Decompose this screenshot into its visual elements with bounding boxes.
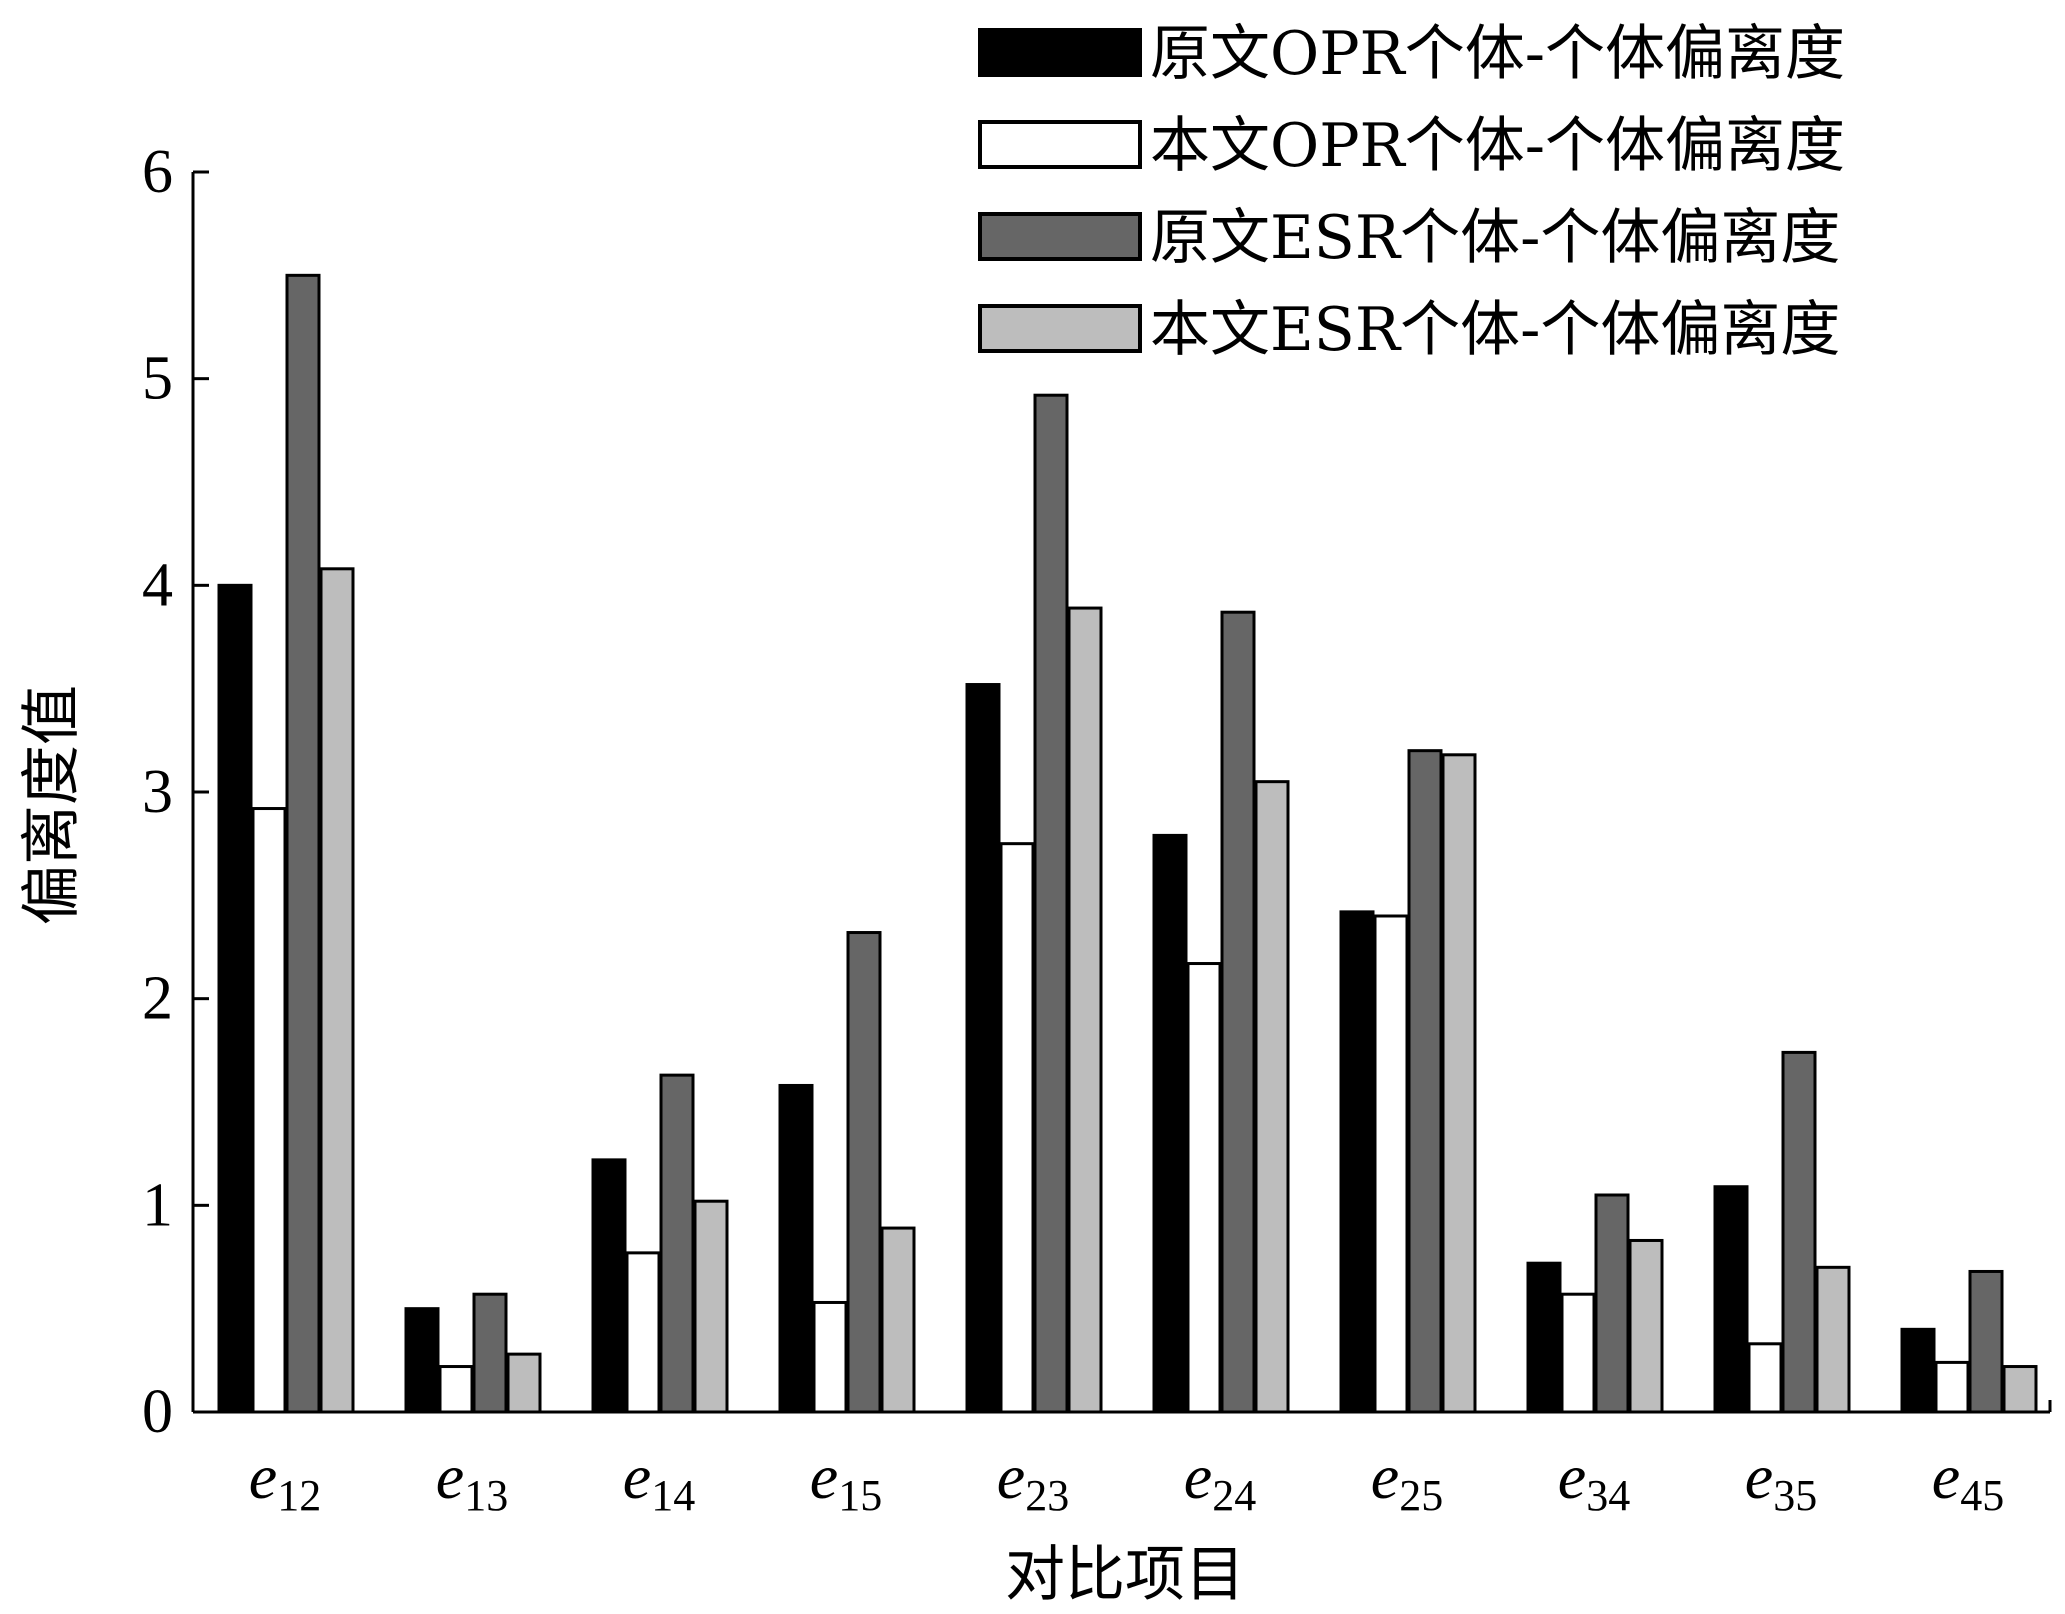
legend-swatch-2 bbox=[978, 120, 1142, 169]
bar-s4-e45 bbox=[2002, 1365, 2038, 1414]
bar-s4-e25 bbox=[1441, 753, 1477, 1414]
bar-s4-e35 bbox=[1815, 1265, 1851, 1414]
bar-s2-e12 bbox=[251, 807, 287, 1414]
y-tick-label: 1 bbox=[142, 1171, 173, 1239]
y-tick-label: 2 bbox=[142, 965, 173, 1033]
bar-s2-e15 bbox=[812, 1300, 848, 1414]
bar-s4-e14 bbox=[693, 1199, 729, 1414]
bar-s1-e14 bbox=[591, 1158, 627, 1414]
bar-s1-e15 bbox=[778, 1083, 814, 1414]
bar-s3-e14 bbox=[659, 1073, 695, 1414]
bar-s2-e13 bbox=[438, 1365, 474, 1414]
bar-s3-e13 bbox=[472, 1292, 508, 1414]
x-tick-label: e12 bbox=[249, 1441, 321, 1520]
bar-s1-e45 bbox=[1900, 1327, 1936, 1414]
legend: 原文OPR个体-个体偏离度本文OPR个体-个体偏离度原文ESR个体-个体偏离度本… bbox=[978, 19, 1845, 365]
y-tick-label: 0 bbox=[142, 1378, 173, 1446]
bar-s4-e12 bbox=[319, 567, 355, 1414]
y-tick-label: 6 bbox=[142, 138, 173, 206]
x-tick-label: e13 bbox=[436, 1441, 508, 1520]
y-axis-title: 偏离度值 bbox=[17, 685, 87, 925]
legend-swatch-1 bbox=[978, 28, 1142, 77]
legend-label-3: 原文ESR个体-个体偏离度 bbox=[1150, 203, 1840, 273]
legend-swatch-4 bbox=[978, 304, 1142, 353]
legend-label-4: 本文ESR个体-个体偏离度 bbox=[1150, 295, 1840, 365]
legend-swatch-3 bbox=[978, 212, 1142, 261]
bar-s4-e23 bbox=[1067, 606, 1103, 1414]
bar-s3-e12 bbox=[285, 273, 321, 1414]
bar-s2-e25 bbox=[1373, 914, 1409, 1414]
bar-s1-e13 bbox=[404, 1307, 440, 1414]
bar-s1-e12 bbox=[217, 583, 253, 1414]
bar-s2-e45 bbox=[1934, 1360, 1970, 1414]
x-axis-title: 对比项目 bbox=[1005, 1540, 1245, 1610]
x-tick-label: e14 bbox=[623, 1441, 695, 1520]
bar-s2-e23 bbox=[999, 842, 1035, 1414]
y-tick-label: 3 bbox=[142, 758, 173, 826]
bar-s3-e34 bbox=[1594, 1193, 1630, 1414]
bar-s1-e34 bbox=[1526, 1261, 1562, 1414]
bar-s1-e25 bbox=[1339, 910, 1375, 1414]
bar-s2-e34 bbox=[1560, 1292, 1596, 1414]
x-tick-label: e45 bbox=[1932, 1441, 2004, 1520]
bar-s4-e34 bbox=[1628, 1238, 1664, 1414]
x-tick-label: e34 bbox=[1558, 1441, 1630, 1520]
bar-s3-e23 bbox=[1033, 393, 1069, 1414]
bar-s1-e23 bbox=[965, 683, 1001, 1414]
bar-s4-e13 bbox=[506, 1352, 542, 1414]
bars-layer bbox=[217, 273, 2038, 1414]
y-tick-label: 4 bbox=[142, 551, 173, 619]
x-tick-label: e25 bbox=[1371, 1441, 1443, 1520]
legend-label-2: 本文OPR个体-个体偏离度 bbox=[1150, 111, 1845, 181]
bar-s2-e14 bbox=[625, 1251, 661, 1414]
bar-s3-e15 bbox=[846, 931, 882, 1414]
bar-s3-e24 bbox=[1220, 610, 1256, 1414]
axes-layer bbox=[191, 170, 2052, 1414]
y-tick-label: 5 bbox=[142, 345, 173, 413]
x-tick-label: e15 bbox=[810, 1441, 882, 1520]
bar-s3-e45 bbox=[1968, 1269, 2004, 1414]
x-tick-label: e24 bbox=[1184, 1441, 1256, 1520]
bar-s1-e35 bbox=[1713, 1185, 1749, 1414]
bar-s1-e24 bbox=[1152, 833, 1188, 1414]
x-tick-label: e35 bbox=[1745, 1441, 1817, 1520]
bar-s4-e15 bbox=[880, 1226, 916, 1414]
x-tick-label: e23 bbox=[997, 1441, 1069, 1520]
bar-s3-e25 bbox=[1407, 749, 1443, 1414]
bar-s4-e24 bbox=[1254, 780, 1290, 1414]
bar-s2-e35 bbox=[1747, 1342, 1783, 1414]
x-tick-labels: e12 e13 e14 e15 e23 e24 e25 e34 e35 e45 bbox=[249, 1441, 2004, 1520]
bar-s3-e35 bbox=[1781, 1050, 1817, 1414]
y-tick-labels: 0 1 2 3 4 5 6 bbox=[142, 138, 173, 1446]
bar-s2-e24 bbox=[1186, 962, 1222, 1414]
legend-label-1: 原文OPR个体-个体偏离度 bbox=[1150, 19, 1845, 89]
